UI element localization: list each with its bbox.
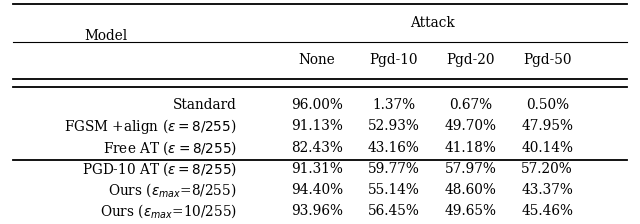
Text: 40.14%: 40.14% — [521, 141, 573, 155]
Text: 52.93%: 52.93% — [367, 119, 420, 133]
Text: Model: Model — [84, 29, 127, 43]
Text: Pgd-10: Pgd-10 — [369, 54, 418, 67]
Text: Free AT ($\varepsilon = 8/255$): Free AT ($\varepsilon = 8/255$) — [102, 139, 237, 157]
Text: Standard: Standard — [173, 97, 237, 112]
Text: None: None — [298, 54, 335, 67]
Text: 47.95%: 47.95% — [521, 119, 573, 133]
Text: 94.40%: 94.40% — [291, 183, 343, 197]
Text: 57.97%: 57.97% — [444, 162, 497, 177]
Text: 55.14%: 55.14% — [367, 183, 420, 197]
Text: 57.20%: 57.20% — [522, 162, 573, 177]
Text: 48.60%: 48.60% — [444, 183, 497, 197]
Text: 43.16%: 43.16% — [367, 141, 420, 155]
Text: 82.43%: 82.43% — [291, 141, 343, 155]
Text: 43.37%: 43.37% — [521, 183, 573, 197]
Text: FGSM +align ($\varepsilon = 8/255$): FGSM +align ($\varepsilon = 8/255$) — [65, 117, 237, 136]
Text: 49.65%: 49.65% — [444, 204, 497, 218]
Text: Ours ($\varepsilon_{max}$=10/255): Ours ($\varepsilon_{max}$=10/255) — [100, 202, 237, 220]
Text: 93.96%: 93.96% — [291, 204, 343, 218]
Text: 0.67%: 0.67% — [449, 97, 492, 112]
Text: Ours ($\varepsilon_{max}$=8/255): Ours ($\varepsilon_{max}$=8/255) — [108, 181, 237, 199]
Text: PGD-10 AT ($\varepsilon = 8/255$): PGD-10 AT ($\varepsilon = 8/255$) — [82, 161, 237, 178]
Text: 56.45%: 56.45% — [367, 204, 420, 218]
Text: Attack: Attack — [410, 16, 454, 30]
Text: 59.77%: 59.77% — [367, 162, 420, 177]
Text: 91.13%: 91.13% — [291, 119, 343, 133]
Text: 96.00%: 96.00% — [291, 97, 343, 112]
Text: 1.37%: 1.37% — [372, 97, 415, 112]
Text: Pgd-50: Pgd-50 — [523, 54, 572, 67]
Text: Pgd-20: Pgd-20 — [446, 54, 495, 67]
Text: 45.46%: 45.46% — [521, 204, 573, 218]
Text: 49.70%: 49.70% — [444, 119, 497, 133]
Text: 91.31%: 91.31% — [291, 162, 343, 177]
Text: 0.50%: 0.50% — [525, 97, 569, 112]
Text: 41.18%: 41.18% — [444, 141, 497, 155]
